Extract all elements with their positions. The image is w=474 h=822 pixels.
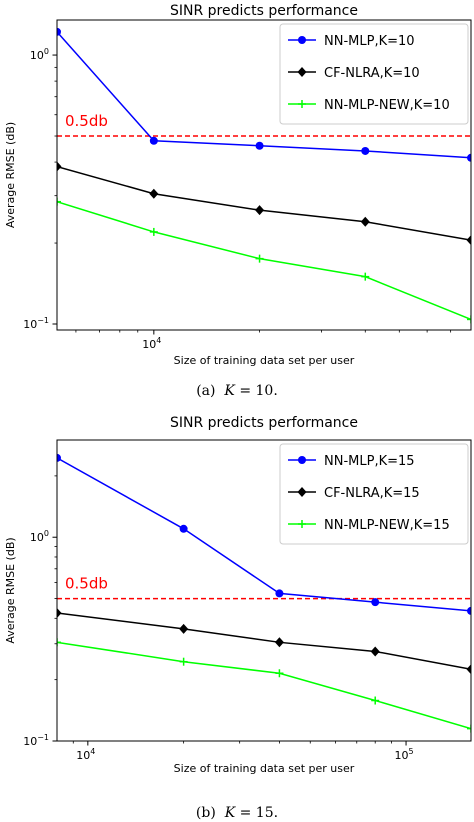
- data-point: [361, 146, 370, 155]
- legend: NN-MLP,K=10 CF-NLRA,K=10 NN-MLP-NEW,K=10: [279, 23, 469, 125]
- data-point: [298, 36, 306, 44]
- legend-entry: NN-MLP-NEW,K=10: [288, 98, 450, 113]
- chart-0: SINR predicts performance 104 100 10−1 Size …: [4, 3, 472, 367]
- plot-area: [57, 27, 471, 324]
- caption-a-math: K: [224, 383, 235, 399]
- y-tick-label: 10−1: [23, 733, 49, 748]
- legend-box: [279, 443, 469, 545]
- data-point: [57, 161, 62, 172]
- data-point: [466, 664, 471, 675]
- series-2: [57, 197, 471, 324]
- chart-1: SINR predicts performance 104 105 100 10−1 Si…: [4, 415, 472, 775]
- data-point: [467, 724, 471, 733]
- legend-label: CF-NLRA,K=15: [324, 486, 420, 501]
- data-point: [179, 623, 189, 634]
- y-axis-label: Average RMSE (dB): [4, 122, 17, 228]
- y-tick-exponent: −1: [37, 733, 49, 742]
- y-tick-exponent: −1: [37, 316, 49, 325]
- legend-label: CF-NLRA,K=10: [324, 66, 420, 81]
- legend-label: NN-MLP,K=10: [324, 34, 415, 49]
- series-line: [57, 641, 471, 730]
- data-point: [361, 272, 370, 281]
- legend-label: NN-MLP-NEW,K=15: [324, 518, 450, 533]
- data-point: [57, 197, 61, 206]
- legend-label: NN-MLP-NEW,K=10: [324, 98, 450, 113]
- caption-b: (b) K = 15.: [0, 805, 474, 821]
- legend-entry: NN-MLP,K=10: [288, 34, 415, 49]
- series-0: [57, 27, 471, 162]
- caption-a-suffix: = 10.: [239, 383, 278, 399]
- data-point: [275, 589, 284, 598]
- data-point: [467, 606, 471, 615]
- data-point: [255, 205, 265, 216]
- caption-b-suffix: = 15.: [239, 805, 279, 821]
- data-point: [297, 67, 307, 77]
- legend-entry: CF-NLRA,K=10: [288, 66, 420, 81]
- y-tick-label: 100: [30, 529, 49, 544]
- data-point: [57, 27, 61, 36]
- data-point: [149, 188, 159, 199]
- series-line: [57, 612, 471, 670]
- caption-a-prefix: (a): [196, 383, 216, 399]
- legend-entry: NN-MLP-NEW,K=15: [288, 518, 450, 533]
- chart-title: SINR predicts performance: [170, 415, 358, 431]
- reference-label: 0.5db: [65, 575, 108, 593]
- legend-entry: NN-MLP,K=15: [288, 454, 415, 469]
- x-axis-label: Size of training data set per user: [174, 354, 355, 367]
- data-point: [370, 646, 380, 657]
- data-point: [179, 657, 188, 666]
- reference-label: 0.5db: [65, 112, 108, 130]
- data-point: [275, 669, 284, 678]
- plot-frame: [56, 439, 472, 742]
- x-tick-label: 104: [142, 336, 161, 351]
- data-point: [255, 254, 264, 263]
- plot-area: [57, 453, 471, 733]
- series-0: [57, 453, 471, 615]
- data-point: [57, 638, 61, 647]
- data-point: [467, 153, 471, 162]
- x-axis-label: Size of training data set per user: [174, 762, 355, 775]
- series-line: [57, 200, 471, 321]
- data-point: [57, 607, 62, 618]
- y-tick-label: 10−1: [23, 316, 49, 331]
- legend: NN-MLP,K=15 CF-NLRA,K=15 NN-MLP-NEW,K=15: [279, 443, 469, 545]
- series-1: [57, 161, 471, 246]
- data-point: [298, 100, 306, 108]
- x-tick-label: 105: [395, 747, 414, 762]
- series-1: [57, 607, 471, 675]
- x-tick-exponent: 4: [90, 747, 95, 756]
- caption-a: (a) K = 10.: [0, 383, 474, 399]
- data-point: [274, 637, 284, 648]
- caption-b-math: K: [224, 805, 236, 821]
- data-point: [149, 136, 158, 145]
- data-point: [298, 456, 306, 464]
- legend-label: NN-MLP,K=15: [324, 454, 415, 469]
- data-point: [467, 315, 471, 324]
- chart-title: SINR predicts performance: [170, 3, 358, 19]
- data-point: [371, 696, 380, 705]
- data-point: [179, 524, 188, 533]
- data-point: [149, 227, 158, 236]
- x-tick-label: 104: [76, 747, 95, 762]
- data-point: [297, 487, 307, 497]
- y-tick-label: 100: [30, 47, 49, 62]
- x-tick-exponent: 5: [409, 747, 414, 756]
- caption-b-prefix: (b): [195, 805, 216, 821]
- series-line: [57, 165, 471, 241]
- legend-entry: CF-NLRA,K=15: [288, 486, 420, 501]
- data-point: [298, 520, 306, 528]
- y-tick-exponent: 0: [44, 529, 49, 538]
- data-point: [360, 216, 370, 227]
- y-axis-label: Average RMSE (dB): [4, 537, 17, 643]
- legend-box: [279, 23, 469, 125]
- plot-frame: [56, 19, 472, 331]
- data-point: [255, 141, 264, 150]
- x-tick-exponent: 4: [156, 336, 161, 345]
- data-point: [466, 235, 471, 246]
- series-2: [57, 638, 471, 733]
- data-point: [57, 453, 61, 462]
- data-point: [371, 598, 380, 607]
- y-tick-exponent: 0: [44, 47, 49, 56]
